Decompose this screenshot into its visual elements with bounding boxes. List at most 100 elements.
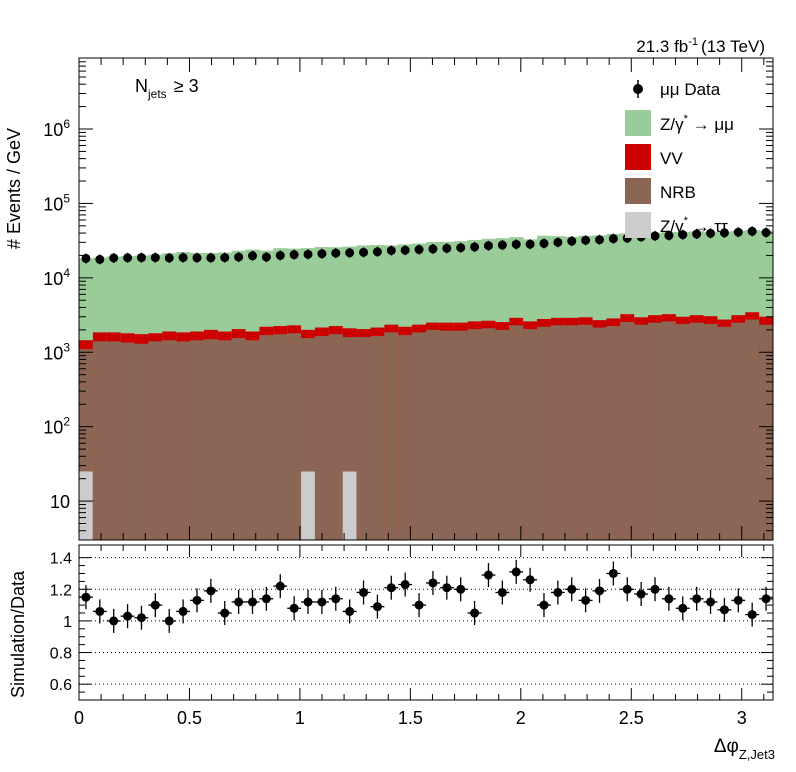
data-point xyxy=(192,253,202,263)
data-point xyxy=(372,247,382,257)
ratio-point xyxy=(248,597,257,607)
bar-nrb xyxy=(537,326,552,540)
data-point xyxy=(553,237,563,247)
ratio-point xyxy=(150,600,160,610)
ratio-point xyxy=(747,610,757,620)
ratio-point xyxy=(678,603,688,613)
legend-entry-vv: VV xyxy=(625,144,683,170)
data-point xyxy=(317,249,327,259)
upper-frame: 10 102 103 104 105 106 xyxy=(43,57,774,541)
bar-nrb xyxy=(495,329,510,540)
y-tick-label: 10 xyxy=(50,492,70,512)
data-point xyxy=(345,248,355,258)
upper-plot-frame xyxy=(78,57,774,541)
lower-y-axis-title: Simulation/Data xyxy=(8,570,28,698)
data-point xyxy=(331,248,341,258)
stacked-histogram xyxy=(79,229,774,541)
data-point xyxy=(719,228,729,238)
bar-nrb xyxy=(731,322,746,540)
ratio-point xyxy=(525,575,535,585)
legend-entry-data: μμ Data xyxy=(633,80,721,99)
bar-nrb xyxy=(120,342,135,540)
bar-nrb xyxy=(92,341,108,540)
data-point xyxy=(303,249,313,259)
data-point xyxy=(581,235,591,245)
ratio-point xyxy=(386,583,396,593)
ratio-point xyxy=(331,594,341,604)
x-axis-title: ΔφZ,Jet3 xyxy=(714,736,775,762)
legend-nrb-swatch xyxy=(625,178,651,204)
ratio-point xyxy=(497,587,507,597)
bar-ztt xyxy=(79,471,94,540)
data-point xyxy=(206,253,216,263)
data-point xyxy=(95,254,105,264)
bar-nrb xyxy=(176,341,191,540)
data-point xyxy=(650,231,660,241)
data-point xyxy=(178,253,188,263)
bar-ztt xyxy=(342,471,357,540)
data-point xyxy=(567,236,577,246)
ratio-point xyxy=(303,597,313,607)
data-point xyxy=(414,245,424,255)
ratio-point xyxy=(456,584,466,594)
y-tick-label: 103 xyxy=(43,340,70,363)
ratio-point xyxy=(664,594,674,604)
data-point xyxy=(456,243,466,253)
data-point xyxy=(109,253,119,263)
data-point xyxy=(706,228,716,238)
y-tick-label: 105 xyxy=(43,191,70,214)
ratio-point xyxy=(81,592,91,602)
bar-nrb xyxy=(217,340,233,540)
legend: μμ Data Z/γ* → μμ VV NRB Z/γ* → ττ xyxy=(625,80,734,238)
bar-nrb xyxy=(620,322,635,540)
bar-nrb xyxy=(162,340,177,540)
y-tick-label: 1.4 xyxy=(50,551,72,568)
ratio-point xyxy=(109,616,119,626)
legend-zll-swatch xyxy=(625,110,651,136)
bar-nrb xyxy=(648,322,663,540)
ratio-point xyxy=(206,586,216,596)
data-point xyxy=(747,226,757,236)
ratio-point xyxy=(234,597,244,607)
data-point xyxy=(234,252,244,262)
ratio-point xyxy=(428,578,438,588)
ratio-point xyxy=(511,567,521,577)
ratio-point xyxy=(164,616,174,626)
bar-nrb xyxy=(509,325,524,540)
bar-nrb xyxy=(564,325,580,540)
data-point xyxy=(136,253,146,263)
ratio-point xyxy=(345,606,355,616)
legend-ztt-label: Z/γ* → ττ xyxy=(660,215,728,236)
legend-data-marker xyxy=(633,84,643,94)
ratio-point xyxy=(178,606,188,616)
bar-nrb xyxy=(439,330,455,540)
ratio-point xyxy=(123,611,133,621)
ratio-point xyxy=(261,594,271,604)
data-point xyxy=(123,253,133,263)
ratio-points xyxy=(79,559,773,633)
data-point xyxy=(150,253,160,263)
bar-nrb xyxy=(203,339,219,540)
y-tick-label: 0.6 xyxy=(50,677,72,694)
bar-nrb xyxy=(717,326,732,540)
ratio-point xyxy=(733,595,743,605)
ratio-point xyxy=(636,589,646,599)
y-tick-label: 1.2 xyxy=(50,582,72,599)
data-point xyxy=(289,250,299,260)
ratio-point xyxy=(719,605,729,615)
ratio-point xyxy=(470,608,480,618)
legend-entry-nrb: NRB xyxy=(625,178,696,204)
data-point xyxy=(359,247,369,257)
data-point xyxy=(525,239,535,249)
bar-nrb xyxy=(550,325,566,540)
lower-plot-frame xyxy=(78,544,774,701)
y-tick-label: 106 xyxy=(43,117,70,140)
bar-nrb xyxy=(245,340,260,540)
bar-nrb xyxy=(578,324,593,540)
ratio-point xyxy=(595,586,604,596)
data-point xyxy=(442,243,452,253)
bar-nrb xyxy=(384,332,399,540)
data-point xyxy=(483,241,493,251)
lower-frame: 0 0.5 1 1.5 2 2.5 3 0.6 0.8 1 1.2 1.4 xyxy=(50,544,774,728)
